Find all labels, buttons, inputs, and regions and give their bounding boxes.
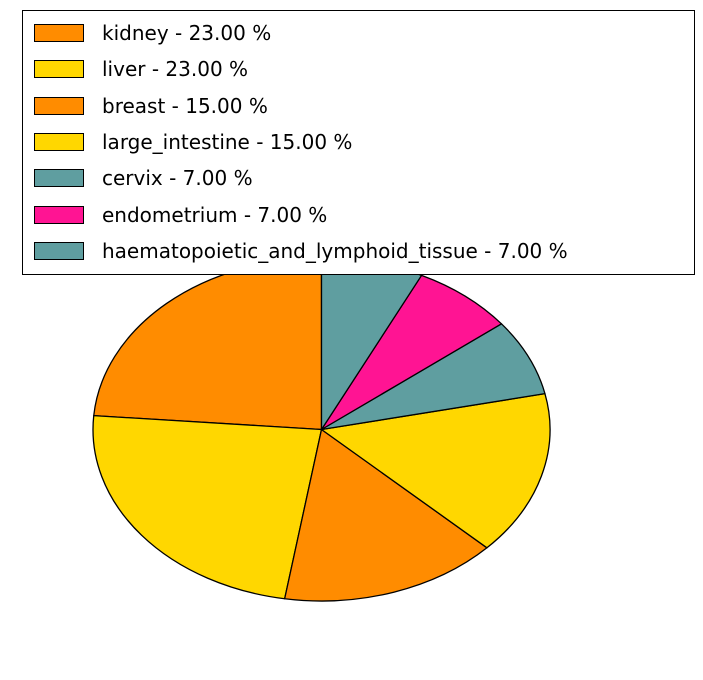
legend-item: large_intestine - 15.00 % (34, 124, 686, 160)
legend-item-label: liver - 23.00 % (102, 57, 249, 82)
legend-item-label: endometrium - 7.00 % (102, 202, 328, 227)
legend-item: breast - 15.00 % (34, 88, 686, 124)
legend-item-label: haematopoietic_and_lymphoid_tissue - 7.0… (102, 238, 568, 263)
pie-slice-endometrium (320, 274, 503, 431)
legend-item-label: cervix - 7.00 % (102, 166, 253, 191)
legend-swatch (34, 24, 84, 43)
legend-swatch (34, 133, 84, 152)
pie-slice-large_intestine (320, 393, 551, 549)
legend-item-label: large_intestine - 15.00 % (102, 130, 353, 155)
legend-item: cervix - 7.00 % (34, 160, 686, 196)
legend-item-label: kidney - 23.00 % (102, 21, 272, 46)
legend-swatch (34, 96, 84, 115)
legend-item: liver - 23.00 % (34, 51, 686, 87)
legend-item: endometrium - 7.00 % (34, 196, 686, 232)
pie-slice-cervix (320, 323, 546, 431)
legend-swatch (34, 241, 84, 260)
legend-item-label: breast - 15.00 % (102, 93, 268, 118)
legend-swatch (34, 169, 84, 188)
pie-slice-breast (284, 428, 488, 602)
pie-slice-liver (92, 414, 323, 600)
legend-swatch (34, 205, 84, 224)
pie-slice-kidney (93, 257, 323, 431)
legend-swatch (34, 60, 84, 79)
legend-box: kidney - 23.00 % liver - 23.00 % breast - … (22, 10, 695, 276)
legend-item: haematopoietic_and_lymphoid_tissue - 7.0… (34, 233, 686, 269)
legend-item: kidney - 23.00 % (34, 15, 686, 51)
